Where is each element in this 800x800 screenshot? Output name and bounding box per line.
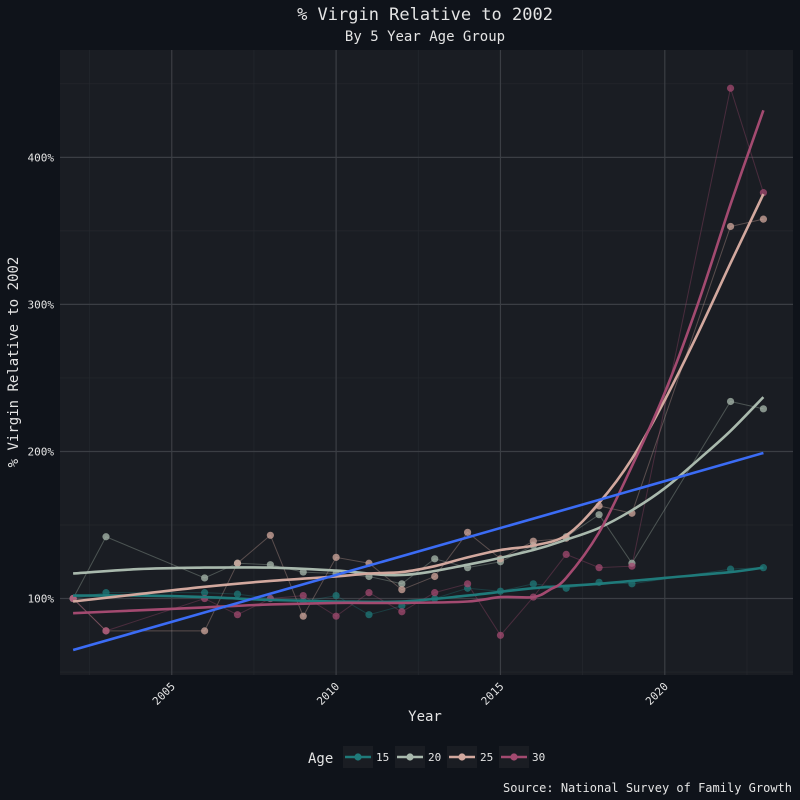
data-point-20 [759, 405, 768, 413]
data-point-20 [726, 397, 735, 406]
data-point-25 [398, 586, 406, 594]
legend-title: Age [308, 751, 333, 767]
data-point-20 [201, 574, 209, 582]
data-point-30 [726, 84, 735, 92]
data-point-20 [398, 580, 406, 588]
series-smooth-line-25 [72, 193, 765, 603]
data-point-30 [496, 631, 505, 639]
plot-panel [60, 50, 793, 675]
data-point-15 [365, 611, 373, 619]
data-point-30 [562, 550, 570, 559]
data-point-30 [102, 627, 110, 635]
data-point-25 [266, 531, 274, 539]
y-axis-ticks: 100% 200% 300% 400% [28, 151, 55, 605]
legend-label-20: 20 [428, 751, 441, 764]
data-point-30 [332, 612, 340, 620]
legend-key-point-15 [354, 753, 362, 761]
data-point-30 [595, 564, 603, 572]
data-point-25 [431, 572, 439, 581]
data-point-20 [299, 568, 307, 576]
series-smooth-line-15 [73, 566, 764, 604]
data-point-20 [595, 511, 603, 519]
data-point-25 [299, 612, 307, 620]
legend: Age 15 20 25 30 [308, 746, 545, 768]
data-point-25 [233, 559, 242, 567]
legend-label-15: 15 [376, 751, 389, 764]
data-point-30 [628, 562, 636, 570]
data-point-25 [463, 528, 472, 536]
data-point-20 [102, 533, 110, 541]
series-smooth-line-30 [73, 109, 765, 615]
x-axis-label: Year [408, 709, 442, 725]
legend-key-point-25 [458, 753, 466, 761]
data-point-30 [398, 608, 406, 616]
data-point-30 [759, 189, 768, 197]
legend-label-25: 25 [480, 751, 493, 764]
legend-key-point-30 [510, 753, 518, 761]
chart-subtitle: By 5 Year Age Group [345, 29, 505, 45]
series-raw-line-25 [72, 218, 764, 632]
y-tick-label: 300% [28, 298, 55, 311]
data-point-30 [463, 580, 472, 588]
data-point-20 [431, 555, 439, 563]
data-point-15 [332, 591, 340, 600]
chart-title: % Virgin Relative to 2002 [297, 5, 553, 25]
data-point-15 [201, 589, 209, 597]
data-point-25 [332, 553, 340, 561]
data-point-30 [431, 589, 439, 597]
y-tick-label: 200% [28, 445, 55, 458]
y-tick-label: 100% [28, 593, 55, 606]
chart-caption: Source: National Survey of Family Growth [503, 781, 792, 795]
data-point-15 [529, 580, 537, 588]
data-point-30 [365, 589, 373, 597]
y-axis-label: % Virgin Relative to 2002 [6, 257, 22, 468]
data-point-15 [759, 564, 768, 572]
legend-label-30: 30 [532, 751, 545, 764]
y-tick-label: 400% [28, 151, 55, 164]
data-point-25 [726, 222, 735, 231]
plot-panel-background [60, 50, 793, 675]
series-smooth-line-20 [73, 396, 765, 577]
data-point-25 [201, 627, 209, 635]
data-point-25 [529, 537, 537, 545]
data-point-30 [299, 591, 307, 600]
data-point-30 [233, 611, 242, 619]
data-point-15 [233, 590, 242, 598]
data-point-25 [759, 215, 768, 223]
trend-line [72, 451, 764, 652]
legend-key-point-20 [406, 753, 414, 761]
